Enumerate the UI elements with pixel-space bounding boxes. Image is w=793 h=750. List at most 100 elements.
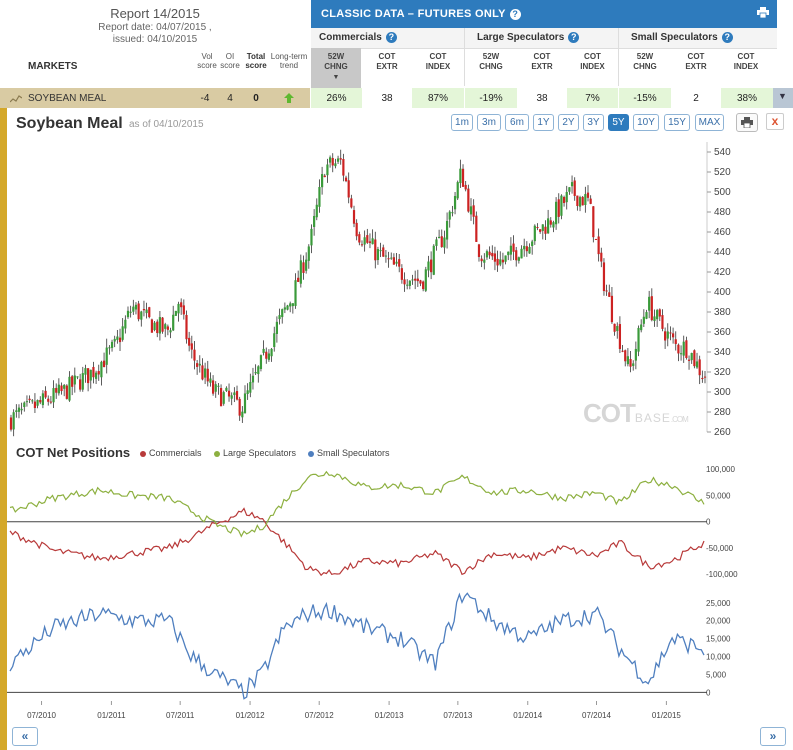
price-candle — [584, 194, 587, 205]
price-candle — [137, 303, 140, 320]
next-button[interactable]: » — [760, 727, 786, 746]
price-y-tick-label: 320 — [714, 367, 731, 378]
markets-column-header[interactable]: MARKETS — [28, 61, 78, 72]
price-candle — [642, 316, 645, 324]
help-icon[interactable]: ? — [568, 32, 580, 43]
column-header-line2: CHNG — [633, 62, 657, 71]
market-name[interactable]: SOYBEAN MEAL — [28, 93, 107, 104]
price-candle — [541, 224, 544, 231]
price-candle — [671, 333, 675, 338]
price-candle — [217, 385, 220, 387]
help-icon[interactable]: ? — [509, 8, 521, 20]
print-icon — [741, 117, 753, 128]
price-candle — [222, 392, 225, 404]
price-candle — [227, 390, 231, 397]
price-candle — [371, 238, 374, 245]
vol-score-header[interactable]: Vol score — [194, 52, 220, 70]
column-header-comm-52w[interactable]: 52W CHNG ▼ — [311, 52, 361, 83]
column-header-large-extr[interactable]: COT EXTR — [517, 52, 567, 72]
small-speculators-chart[interactable]: 0 5,000 10,000 15,000 20,000 25,000 07/2010 01/… — [7, 588, 793, 720]
range-button-3y[interactable]: 3Y — [583, 114, 604, 131]
trend-up-arrow-icon — [284, 93, 294, 103]
column-header-comm-extr[interactable]: COT EXTR — [362, 52, 412, 72]
comm-52w-value: 26% — [326, 93, 347, 104]
price-chart[interactable]: 260 280 300 320 340 360 380 400 420 440 460 480 500 5… — [7, 133, 793, 438]
price-candle — [573, 180, 576, 196]
price-candle — [379, 250, 382, 252]
trend-header[interactable]: Long-term trend — [270, 52, 308, 70]
price-candle — [318, 186, 321, 207]
price-candle — [140, 311, 143, 320]
print-icon[interactable] — [757, 7, 769, 18]
help-icon[interactable]: ? — [721, 32, 733, 43]
range-button-3m[interactable]: 3m — [477, 114, 501, 131]
classic-data-header: CLASSIC DATA – FUTURES ONLY? — [311, 0, 777, 28]
column-header-line1: COT — [737, 52, 755, 61]
price-candle — [326, 164, 329, 176]
close-button[interactable]: x — [766, 113, 784, 130]
range-button-15y[interactable]: 15Y — [664, 114, 690, 131]
accent-bar — [0, 108, 7, 750]
price-candle — [632, 363, 635, 366]
vol-score-value: -4 — [200, 93, 210, 104]
price-candle — [661, 315, 664, 329]
column-header-small-52w[interactable]: 52W CHNG — [619, 52, 671, 72]
price-candle — [368, 241, 372, 243]
column-header-small-extr[interactable]: COT EXTR — [671, 52, 721, 72]
trend-header-line1: Long-term — [270, 52, 308, 61]
price-candle — [17, 407, 21, 412]
row-expand-button[interactable]: ▼ — [773, 88, 793, 108]
price-candle — [23, 402, 26, 408]
legend-small-speculators[interactable]: Small Speculators — [308, 448, 390, 458]
range-button-1y[interactable]: 1Y — [533, 114, 554, 131]
price-candle — [358, 234, 361, 243]
price-candle — [387, 258, 390, 260]
help-icon[interactable]: ? — [385, 32, 397, 43]
price-candle — [562, 196, 566, 204]
range-button-10y[interactable]: 10Y — [633, 114, 659, 131]
price-candle — [336, 158, 340, 162]
price-candle — [634, 348, 637, 361]
price-candle — [698, 359, 701, 376]
price-candle — [395, 261, 398, 264]
x-tick-label: 07/2011 — [166, 711, 195, 720]
price-candle — [342, 159, 345, 176]
price-candle — [113, 338, 116, 342]
price-candle — [472, 205, 475, 217]
range-button-6m[interactable]: 6m — [505, 114, 529, 131]
price-candle — [640, 324, 643, 331]
legend-dot — [214, 450, 220, 457]
column-header-large-index[interactable]: COT INDEX — [567, 52, 618, 72]
cot-net-positions-chart[interactable]: -100,000 -50,000 0 50,000 100,000 — [7, 462, 793, 586]
price-candle — [196, 363, 199, 367]
column-header-large-52w[interactable]: 52W CHNG — [465, 52, 517, 72]
chart-icon — [10, 95, 22, 103]
range-button-2y[interactable]: 2Y — [558, 114, 579, 131]
oi-score-header[interactable]: OI score — [219, 52, 241, 70]
column-header-small-index[interactable]: COT INDEX — [721, 52, 771, 72]
legend-commercials[interactable]: Commercials — [140, 448, 202, 458]
legend-large-speculators[interactable]: Large Speculators — [214, 448, 296, 458]
column-header-comm-index[interactable]: COT INDEX — [412, 52, 464, 72]
price-candle — [52, 388, 55, 403]
price-candle — [33, 401, 37, 408]
print-button[interactable] — [736, 113, 758, 132]
price-candle — [376, 249, 380, 261]
price-candle — [243, 393, 247, 414]
price-candle — [169, 330, 172, 333]
range-button-max[interactable]: MAX — [695, 114, 724, 131]
column-header-line1: COT — [378, 52, 396, 61]
range-button-5y[interactable]: 5Y — [608, 114, 629, 131]
total-score-header[interactable]: Total score — [243, 52, 269, 70]
sorted-column-highlight — [311, 48, 361, 88]
price-candle — [443, 237, 446, 248]
range-button-1m[interactable]: 1m — [451, 114, 473, 131]
column-header-line2: INDEX — [425, 62, 451, 71]
small-specs-y-tick-label: 15,000 — [706, 635, 731, 644]
price-candle — [703, 376, 707, 378]
price-candle — [523, 245, 526, 250]
column-header-line2: INDEX — [580, 62, 605, 71]
previous-button[interactable]: « — [12, 727, 38, 746]
market-row[interactable]: SOYBEAN MEAL -4 4 0 26% 38 87% -19% 38 7… — [0, 88, 793, 108]
price-candle — [323, 175, 326, 178]
